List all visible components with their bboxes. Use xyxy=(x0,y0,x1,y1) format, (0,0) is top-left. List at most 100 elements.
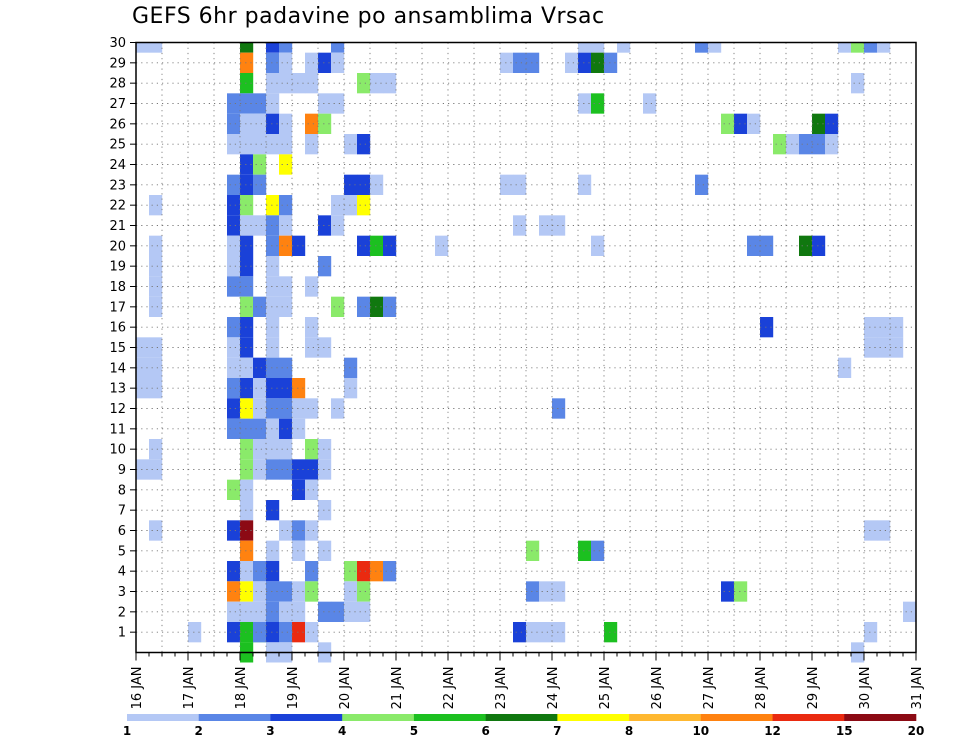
heatmap-cell xyxy=(292,540,306,561)
heatmap-cell xyxy=(318,52,332,73)
heatmap-cell xyxy=(318,113,332,134)
heatmap-cell xyxy=(149,42,163,53)
heatmap-cell xyxy=(760,317,774,338)
heatmap-cell xyxy=(149,378,163,399)
heatmap-cell xyxy=(604,622,618,643)
y-tick-label: 29 xyxy=(109,56,126,71)
heatmap-cell xyxy=(591,235,605,256)
heatmap-cell xyxy=(370,561,384,582)
heatmap-cell xyxy=(292,418,306,439)
heatmap-cell xyxy=(825,134,839,155)
heatmap-cell xyxy=(240,52,254,73)
y-tick-label: 26 xyxy=(109,117,126,132)
x-tick-label: 22 JAN xyxy=(442,667,457,710)
heatmap-cell xyxy=(838,42,852,53)
heatmap-cell xyxy=(253,113,267,134)
heatmap-cell xyxy=(266,93,280,114)
heatmap-cell xyxy=(357,235,371,256)
heatmap-cell xyxy=(266,540,280,561)
heatmap-cell xyxy=(513,52,527,73)
heatmap-cell xyxy=(253,622,267,643)
heatmap-cell xyxy=(240,398,254,419)
heatmap-cell xyxy=(266,581,280,602)
heatmap-cell xyxy=(279,42,293,53)
heatmap-cell xyxy=(513,174,527,195)
y-tick-label: 8 xyxy=(118,483,126,498)
colorbar-label: 20 xyxy=(908,724,925,738)
heatmap-cell xyxy=(565,52,579,73)
heatmap-cell xyxy=(838,357,852,378)
y-tick-label: 7 xyxy=(118,504,126,519)
heatmap-cell xyxy=(305,398,319,419)
heatmap-cell xyxy=(240,459,254,480)
heatmap-cell xyxy=(526,52,540,73)
heatmap-cell xyxy=(370,174,384,195)
heatmap-cell xyxy=(578,52,592,73)
x-tick-label: 31 JAN xyxy=(910,667,925,710)
y-tick-label: 28 xyxy=(109,77,126,92)
heatmap-cell xyxy=(253,601,267,622)
y-tick-label: 1 xyxy=(118,626,126,641)
heatmap-cell xyxy=(253,561,267,582)
heatmap-cell xyxy=(305,479,319,500)
heatmap-cell xyxy=(240,581,254,602)
heatmap-cell xyxy=(266,52,280,73)
heatmap-cell xyxy=(266,337,280,358)
heatmap-cell xyxy=(786,134,800,155)
chart-title: GEFS 6hr padavine po ansamblima Vrsac xyxy=(132,4,605,29)
heatmap-cell xyxy=(136,337,150,358)
heatmap-cell xyxy=(539,581,553,602)
heatmap-cell xyxy=(227,622,241,643)
heatmap-cell xyxy=(292,459,306,480)
heatmap-cell xyxy=(812,113,826,134)
heatmap-cell xyxy=(305,337,319,358)
heatmap-cell xyxy=(526,581,540,602)
y-tick-label: 9 xyxy=(118,463,126,478)
heatmap-cell xyxy=(331,42,345,53)
heatmap-cell xyxy=(266,256,280,277)
heatmap-cell xyxy=(357,296,371,317)
heatmap-cell xyxy=(266,378,280,399)
y-tick-label: 22 xyxy=(109,199,126,214)
heatmap-cell xyxy=(357,195,371,216)
heatmap-cell xyxy=(526,622,540,643)
heatmap-cell xyxy=(253,378,267,399)
heatmap-cell xyxy=(435,235,449,256)
heatmap-cell xyxy=(812,134,826,155)
heatmap-cell xyxy=(279,398,293,419)
heatmap-cell xyxy=(266,73,280,94)
heatmap-cell xyxy=(305,134,319,155)
heatmap-cell xyxy=(864,317,878,338)
heatmap-cell xyxy=(240,174,254,195)
heatmap-cell xyxy=(552,622,566,643)
heatmap-cell xyxy=(292,520,306,541)
heatmap-cell xyxy=(149,195,163,216)
heatmap-cell xyxy=(383,561,397,582)
x-tick-label: 19 JAN xyxy=(286,667,301,710)
heatmap-cell xyxy=(136,42,150,53)
x-tick-label: 29 JAN xyxy=(806,667,821,710)
heatmap-cell xyxy=(279,52,293,73)
heatmap-cell xyxy=(760,235,774,256)
heatmap-cell xyxy=(318,256,332,277)
heatmap-cell xyxy=(383,235,397,256)
colorbar-label: 15 xyxy=(836,724,853,738)
heatmap-cell xyxy=(279,601,293,622)
heatmap-cell xyxy=(292,479,306,500)
heatmap-cell xyxy=(240,296,254,317)
cells-layer xyxy=(136,42,917,663)
heatmap-cell xyxy=(331,93,345,114)
y-tick-label: 21 xyxy=(109,219,126,234)
heatmap-cell xyxy=(292,378,306,399)
heatmap-cell xyxy=(227,235,241,256)
heatmap-cell xyxy=(799,235,813,256)
heatmap-cell xyxy=(266,113,280,134)
heatmap-cell xyxy=(344,378,358,399)
heatmap-cell xyxy=(708,42,722,53)
heatmap-cell xyxy=(240,195,254,216)
heatmap-cell xyxy=(253,459,267,480)
heatmap-cell xyxy=(591,52,605,73)
y-tick-label: 12 xyxy=(109,402,126,417)
x-tick-label: 18 JAN xyxy=(234,667,249,710)
y-tick-label: 4 xyxy=(118,565,126,580)
